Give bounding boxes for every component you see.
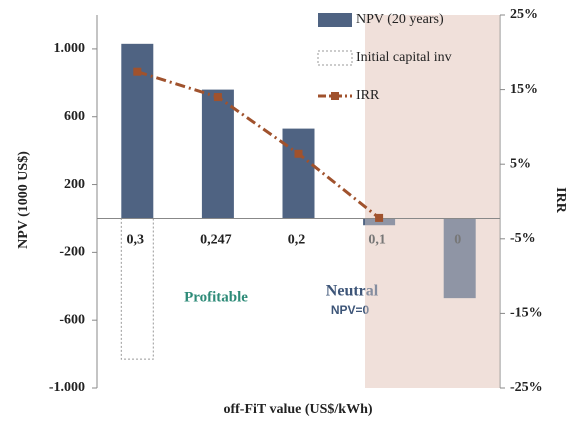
neutral-region — [365, 15, 500, 388]
y-tick-label: 200 — [64, 177, 85, 192]
irr-point — [213, 93, 222, 102]
annotation: Neutral — [326, 283, 379, 300]
y2-tick-label: 5% — [510, 156, 531, 171]
y-tick-label: 600 — [64, 109, 85, 124]
bar — [201, 89, 234, 219]
y-tick-label: -1.000 — [49, 380, 85, 395]
x-tick-label: 0,2 — [288, 233, 306, 248]
x-tick-label: 0,1 — [368, 233, 386, 248]
irr-point — [375, 213, 384, 222]
x-tick-label: 0,247 — [200, 233, 232, 248]
y-tick-label: -200 — [59, 245, 85, 260]
legend-label: NPV (20 years) — [356, 12, 444, 27]
x-tick-label: 0 — [454, 233, 461, 248]
legend-label: IRR — [356, 88, 380, 103]
legend-swatch — [318, 13, 352, 27]
x-axis-title: off-FiT value (US$/kWh) — [223, 402, 372, 417]
legend-label: Initial capital inv — [356, 50, 452, 65]
irr-line — [136, 70, 381, 220]
y2-tick-label: -15% — [510, 306, 543, 321]
bar — [443, 218, 476, 299]
y2-tick-label: -25% — [510, 380, 543, 395]
y2-tick-label: 15% — [510, 82, 538, 97]
y2-tick-label: 25% — [510, 7, 538, 22]
neutral-overlay — [365, 15, 500, 388]
irr-point — [133, 67, 142, 76]
y-tick-label: 1.000 — [54, 41, 86, 56]
annotation: NPV=0 — [331, 303, 370, 317]
y-tick-label: -600 — [59, 312, 85, 327]
legend-swatch — [331, 92, 339, 100]
y2-tick-label: -5% — [510, 231, 536, 246]
bar — [282, 128, 315, 219]
irr-point — [294, 149, 303, 158]
legend-swatch — [317, 50, 353, 66]
y2-axis-title: IRR — [553, 187, 568, 214]
x-tick-label: 0,3 — [127, 233, 145, 248]
y-axis-title: NPV (1000 US$) — [16, 151, 31, 249]
annotation: Profitable — [184, 289, 248, 305]
